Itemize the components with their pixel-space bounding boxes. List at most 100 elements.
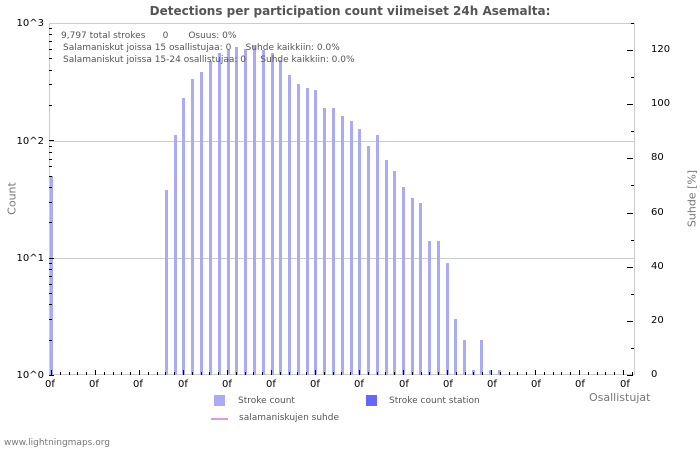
- x-axis-tick: [253, 372, 254, 375]
- x-axis-tick: [579, 370, 580, 375]
- right-axis-tick: [627, 104, 633, 105]
- left-axis-tick: [49, 293, 52, 294]
- left-axis-tick: [49, 34, 52, 35]
- x-axis-tick: [526, 372, 527, 375]
- legend-label-stroke-count: Stroke count: [238, 396, 295, 406]
- left-axis-tick: [49, 284, 52, 285]
- x-axis-tick: [597, 372, 598, 375]
- left-axis-tick: [49, 70, 52, 71]
- bar-stroke-count: [489, 370, 492, 375]
- x-axis-tick: [429, 372, 430, 375]
- x-axis-tick: [104, 372, 105, 375]
- x-axis-tick: [86, 372, 87, 375]
- x-axis-tick: [385, 372, 386, 375]
- left-axis-tick: [49, 263, 52, 264]
- left-axis-tick: [49, 166, 52, 167]
- bar-stroke-count: [454, 319, 457, 375]
- bar-stroke-count: [376, 135, 379, 375]
- x-axis-tick: [183, 370, 184, 375]
- left-axis-tick: [49, 202, 52, 203]
- x-axis-tick: [341, 372, 342, 375]
- left-axis-tick: [49, 146, 52, 147]
- x-axis-tick: [403, 370, 404, 375]
- bar-stroke-count: [463, 339, 466, 375]
- x-axis-tick: [262, 372, 263, 375]
- bar-stroke-count: [341, 116, 344, 375]
- bar-stroke-count: [402, 187, 405, 375]
- right-axis-tick: [631, 77, 634, 78]
- x-axis-tick: [412, 372, 413, 375]
- y-tick-label-10: 10^1: [16, 253, 44, 264]
- right-axis-tick: [627, 50, 633, 51]
- x-axis-tick: [95, 370, 96, 375]
- bar-stroke-count: [165, 189, 168, 375]
- x-axis-tick: [605, 372, 606, 375]
- x-axis-tick: [297, 372, 298, 375]
- y2-tick-label-20: 20: [651, 315, 664, 326]
- right-axis-tick: [631, 294, 634, 295]
- x-axis-tick: [192, 372, 193, 375]
- right-axis-tick: [631, 240, 634, 241]
- bar-stroke-count: [428, 240, 431, 375]
- y2-tick-label-60: 60: [651, 207, 664, 218]
- bar-stroke-count: [332, 107, 335, 375]
- x-axis-tick: [614, 372, 615, 375]
- right-axis-tick: [631, 185, 634, 186]
- bar-stroke-count: [367, 145, 370, 375]
- right-axis-tick: [631, 131, 634, 132]
- x-axis-tick: [51, 370, 52, 375]
- x-tick-label: 0f: [354, 379, 364, 390]
- right-axis-tick: [627, 375, 633, 376]
- left-axis-tick: [49, 276, 52, 277]
- x-axis-tick: [289, 372, 290, 375]
- x-axis-tick: [236, 372, 237, 375]
- bar-stroke-count: [385, 159, 388, 375]
- bar-stroke-count: [191, 79, 194, 375]
- x-axis-tick: [121, 372, 122, 375]
- bar-stroke-count: [288, 75, 291, 375]
- x-axis-tick: [174, 372, 175, 375]
- left-axis-tick: [49, 319, 52, 320]
- x-axis-tick: [209, 372, 210, 375]
- right-axis-tick: [627, 267, 633, 268]
- x-tick-label: 0f: [575, 379, 585, 390]
- left-axis-tick: [49, 258, 54, 259]
- x-axis-tick: [165, 372, 166, 375]
- bar-stroke-count: [279, 60, 282, 375]
- info-total-strokes: 9,797 total strokes 0 Osuus: 0%: [61, 31, 237, 41]
- bar-stroke-count: [262, 49, 265, 375]
- footer-site-link[interactable]: www.lightningmaps.org: [4, 438, 110, 448]
- x-axis-tick: [473, 372, 474, 375]
- bar-stroke-count: [227, 49, 230, 375]
- x-axis-tick: [553, 372, 554, 375]
- x-axis-tick: [69, 372, 70, 375]
- x-axis-tick: [421, 372, 422, 375]
- left-axis-tick: [49, 269, 52, 270]
- x-tick-label: 0f: [531, 379, 541, 390]
- x-axis-tick: [113, 372, 114, 375]
- bar-stroke-count: [306, 87, 309, 375]
- y-tick-label-1: 10^0: [16, 370, 44, 381]
- left-axis-tick: [49, 222, 52, 223]
- x-axis-tick: [491, 370, 492, 375]
- bar-stroke-count: [350, 121, 353, 375]
- left-axis-tick: [49, 41, 52, 42]
- x-axis-tick: [438, 372, 439, 375]
- left-axis-tick: [49, 340, 52, 341]
- x-axis-tick: [465, 372, 466, 375]
- x-axis-tick: [324, 372, 325, 375]
- x-axis-tick: [60, 372, 61, 375]
- left-axis-tick: [49, 375, 54, 376]
- bar-stroke-count: [498, 370, 501, 375]
- x-axis-tick: [482, 372, 483, 375]
- x-axis-tick: [509, 372, 510, 375]
- legend-swatch-stroke-count: [214, 395, 225, 406]
- legend-swatch-stroke-count-station: [366, 395, 377, 406]
- x-axis-tick: [201, 372, 202, 375]
- bar-stroke-count: [209, 61, 212, 375]
- bar-stroke-count: [419, 203, 422, 375]
- y-axis-title-right: Suhde [%]: [685, 169, 699, 228]
- y-tick-label-100: 10^2: [16, 136, 44, 147]
- x-axis-tick: [280, 372, 281, 375]
- left-axis-tick: [49, 58, 52, 59]
